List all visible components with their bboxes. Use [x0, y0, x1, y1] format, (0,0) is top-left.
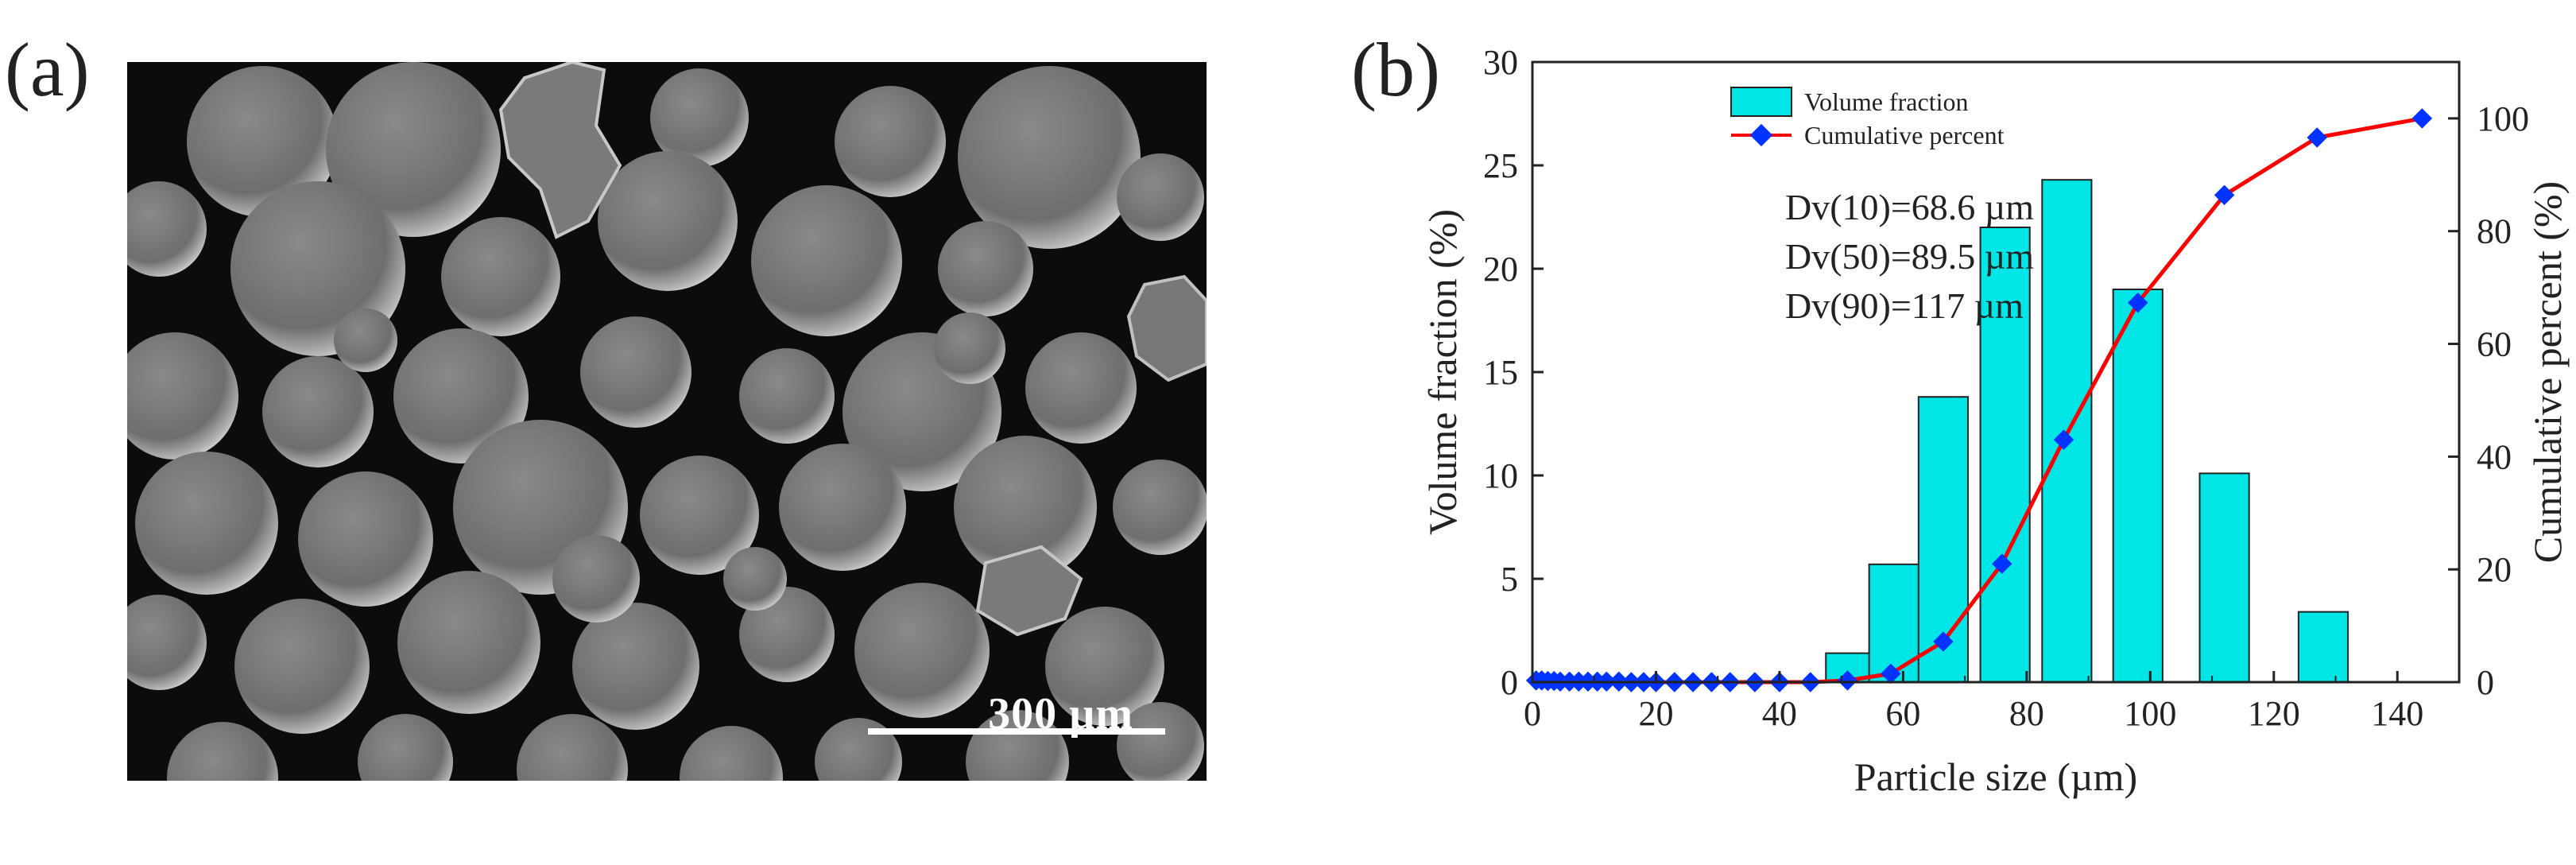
powder-particle: [127, 332, 238, 460]
powder-particle: [835, 86, 946, 197]
volume-fraction-bar: [2112, 289, 2163, 683]
legend-marker-swatch: [1749, 123, 1773, 147]
powder-particle: [934, 312, 1005, 384]
y-axis-right-label: Cumulative percent (%): [2525, 181, 2570, 563]
y-axis-left-label: Volume fraction (%): [1420, 209, 1465, 535]
powder-particle: [854, 583, 990, 718]
powder-particle: [751, 185, 902, 336]
powder-particle: [966, 710, 1069, 781]
x-tick-label: 20: [1638, 694, 1673, 733]
legend-cumulative-percent: Cumulative percent: [1804, 121, 2005, 149]
y-right-tick-label: 40: [2477, 437, 2512, 476]
powder-particle: [598, 151, 738, 291]
x-tick-label: 140: [2371, 694, 2423, 733]
y-right-tick-label: 0: [2477, 663, 2494, 702]
powder-particle: [640, 456, 759, 575]
y-right-tick-label: 60: [2477, 325, 2512, 364]
powder-particle: [187, 66, 338, 217]
powder-particle: [779, 444, 906, 571]
powder-particle: [723, 547, 787, 611]
powder-particle: [1117, 702, 1204, 781]
sem-particles-image: [127, 62, 1207, 781]
x-tick-label: 80: [2009, 694, 2044, 733]
axes: 0 20 40 60 80 100 120 140 0 5 10 15 20 25 30 0 20 40 60 80 1…: [1483, 43, 2529, 733]
y-left-tick-label: 0: [1501, 663, 1518, 702]
legend-volume-fraction: Volume fraction: [1804, 87, 1968, 116]
y-right-tick-label: 80: [2477, 212, 2512, 251]
x-tick-label: 0: [1524, 694, 1541, 733]
powder-particle: [326, 62, 501, 237]
powder-particle: [938, 221, 1033, 316]
y-left-tick-label: 20: [1483, 250, 1518, 289]
volume-fraction-bar: [1868, 563, 1919, 683]
powder-particle: [1113, 460, 1207, 555]
volume-fraction-bar: [2198, 472, 2250, 684]
x-axis-label: Particle size (µm): [1854, 754, 2137, 799]
annotation-dv50: Dv(50)=89.5 µm: [1785, 236, 2034, 277]
powder-particle: [958, 66, 1141, 249]
y-left-tick-label: 15: [1483, 353, 1518, 392]
powder-particle: [680, 726, 783, 781]
y-right-tick-label: 20: [2477, 550, 2512, 589]
y-right-tick-label: 100: [2477, 99, 2529, 138]
panel-label-b: (b): [1351, 27, 1440, 112]
x-tick-label: 40: [1762, 694, 1797, 733]
scale-bar-label: 300 µm: [988, 689, 1133, 739]
particle-size-chart: 0 20 40 60 80 100 120 140 0 5 10 15 20 25 30 0 20 40 60 80 1…: [1420, 43, 2570, 799]
powder-particle: [127, 595, 207, 690]
x-tick-label: 60: [1885, 694, 1920, 733]
annotation-dv90: Dv(90)=117 µm: [1785, 285, 2024, 326]
powder-particle: [1025, 332, 1137, 444]
cumulative-marker: [2411, 108, 2433, 129]
powder-particle: [135, 452, 278, 595]
cumulative-marker: [2307, 127, 2327, 148]
y-left-tick-label: 25: [1483, 146, 1518, 185]
sem-micrograph: 300 µm: [127, 62, 1207, 781]
powder-particle: [167, 722, 278, 781]
powder-particle: [393, 328, 529, 464]
powder-particle: [954, 436, 1097, 579]
powder-particle: [552, 535, 640, 623]
y-left-tick-label: 30: [1483, 43, 1518, 82]
y-left-tick-label: 5: [1501, 560, 1518, 599]
powder-particle: [298, 471, 433, 607]
x-tick-label: 100: [2124, 694, 2176, 733]
x-tick-label: 120: [2248, 694, 2300, 733]
powder-particle: [1117, 153, 1204, 241]
volume-fraction-bar: [2297, 611, 2349, 683]
powder-particle: [739, 348, 835, 444]
legend-bar-swatch: [1730, 87, 1792, 117]
powder-particle: [572, 603, 699, 730]
annotation-dv10: Dv(10)=68.6 µm: [1785, 187, 2034, 227]
legend: Volume fraction Cumulative percent: [1730, 87, 2005, 149]
powder-particle: [262, 356, 374, 467]
powder-particle: [580, 316, 691, 428]
powder-particle: [334, 308, 397, 372]
dv-annotations: Dv(10)=68.6 µm Dv(50)=89.5 µm Dv(90)=117…: [1785, 187, 2034, 326]
y-left-tick-label: 10: [1483, 456, 1518, 495]
cumulative-marker: [1992, 553, 2012, 574]
powder-particle: [650, 68, 749, 167]
panel-label-a: (a): [5, 27, 90, 112]
powder-particle: [127, 181, 207, 277]
powder-particle: [739, 587, 835, 682]
powder-particle: [358, 714, 453, 781]
volume-fraction-bar: [1979, 227, 2031, 683]
powder-particle: [441, 217, 560, 336]
powder-particle: [517, 714, 628, 781]
powder-particle: [234, 599, 370, 734]
powder-particle: [1045, 607, 1164, 726]
powder-particle: [397, 571, 540, 714]
